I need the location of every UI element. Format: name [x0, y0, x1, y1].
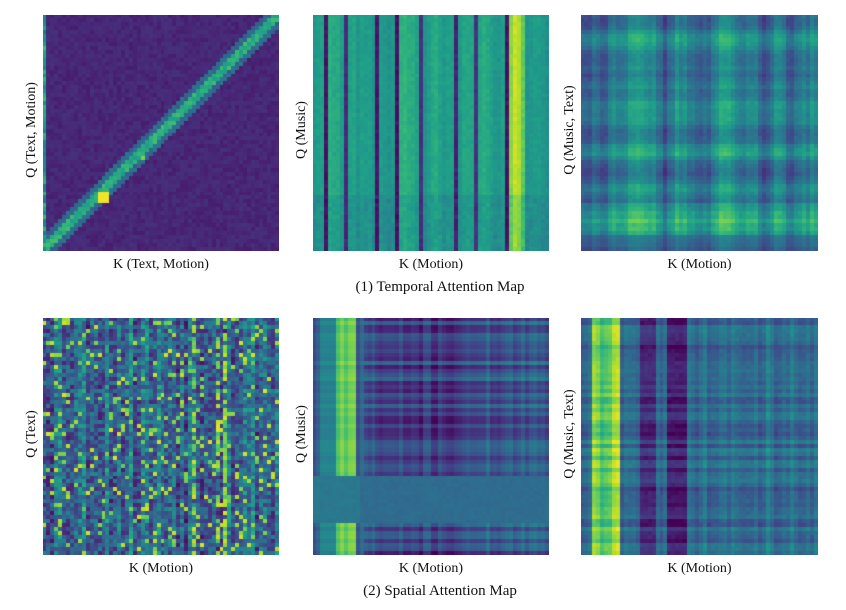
heatmap-temporal-text-motion — [43, 15, 279, 251]
x-axis-label: K (Motion) — [667, 257, 732, 272]
caption-temporal: (1) Temporal Attention Map — [355, 279, 525, 295]
x-axis-label: K (Motion) — [128, 561, 194, 576]
y-axis-label: Q (Music) — [294, 101, 309, 159]
y-axis-label: Q (Music, Text) — [562, 389, 577, 479]
heatmap-spatial-music — [313, 318, 549, 555]
heatmap-temporal-music — [313, 15, 549, 251]
x-axis-label: K (Text, Motion) — [113, 257, 209, 272]
y-axis-label: Q (Music, Text) — [562, 85, 577, 175]
heatmap-temporal-music-text — [581, 15, 818, 251]
x-axis-label: K (Motion) — [398, 561, 464, 576]
heatmap-spatial-text — [43, 318, 279, 555]
y-axis-label: Q (Text, Motion) — [24, 82, 39, 178]
heatmap-spatial-music-text — [581, 318, 818, 555]
y-axis-label: Q (Text) — [24, 410, 39, 458]
x-axis-label: K (Motion) — [667, 561, 732, 576]
y-axis-label: Q (Music) — [294, 405, 309, 463]
x-axis-label: K (Motion) — [398, 257, 464, 272]
caption-spatial: (2) Spatial Attention Map — [363, 583, 517, 599]
